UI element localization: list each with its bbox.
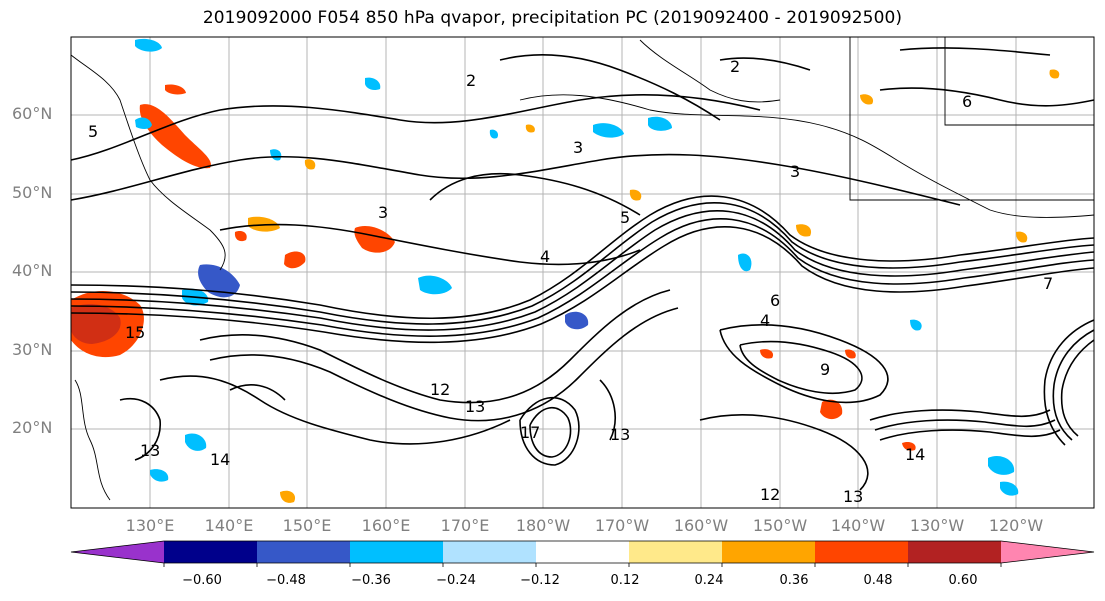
colorbar: [70, 540, 1095, 567]
contour-label: 5: [88, 122, 98, 141]
colorbar-tick-label: −0.12: [520, 573, 560, 588]
contour-label: 13: [465, 397, 485, 416]
map-title: 2019092000 F054 850 hPa qvapor, precipit…: [202, 8, 903, 28]
lon-label-170w: 170°W: [594, 516, 650, 535]
colorbar-segment: [722, 541, 816, 563]
contour-label: 9: [820, 360, 830, 379]
contour-label: 3: [378, 203, 388, 222]
contour-label: 12: [430, 380, 450, 399]
contour-label: 6: [770, 291, 780, 310]
gridlines: [71, 37, 1094, 508]
colorbar-tick-label: 0.60: [948, 573, 978, 588]
colorbar-segment: [815, 541, 909, 563]
colorbar-tick-label: 0.12: [610, 573, 640, 588]
colorbar-tick-label: −0.60: [182, 573, 222, 588]
lon-label-130e: 130°E: [125, 516, 175, 535]
colorbar-tick-label: −0.48: [266, 573, 306, 588]
contour-labels: 2 2 3 3 3 4 4 5 5 6 6 7 9 12 12 13 13 13 13 14 14 15 17: [88, 57, 1053, 506]
contour-label: 2: [466, 71, 476, 90]
colorbar-segment: [629, 541, 723, 563]
contour-label: 17: [520, 423, 540, 442]
lon-label-150w: 150°W: [752, 516, 808, 535]
colorbar-segment: [1001, 541, 1094, 563]
contour-label: 14: [905, 445, 925, 464]
contour-label: 13: [610, 425, 630, 444]
colorbar-segment: [536, 541, 630, 563]
coastlines: [70, 37, 1095, 501]
lat-label-60n: 60°N: [12, 104, 53, 123]
contour-label: 15: [125, 323, 145, 342]
lon-label-140w: 140°W: [830, 516, 886, 535]
contour-label: 13: [843, 487, 863, 506]
colorbar-tick-label: 0.24: [694, 573, 724, 588]
contour-label: 3: [790, 162, 800, 181]
map-frame: [70, 36, 1095, 509]
lon-label-120w: 120°W: [988, 516, 1044, 535]
lon-label-150e: 150°E: [282, 516, 332, 535]
colorbar-segment: [164, 541, 258, 563]
contour-label: 2: [730, 57, 740, 76]
colorbar-segment: [908, 541, 1002, 563]
lon-label-160w: 160°W: [673, 516, 729, 535]
lon-label-160e: 160°E: [361, 516, 411, 535]
colorbar-tick-label: −0.36: [351, 573, 391, 588]
contour-label: 4: [540, 247, 550, 266]
colorbar-segment: [71, 541, 164, 563]
colorbar-tick-label: 0.48: [863, 573, 893, 588]
contour-label: 6: [962, 92, 972, 111]
colorbar-segment: [443, 541, 537, 563]
colorbar-segment: [257, 541, 351, 563]
lat-label-40n: 40°N: [12, 261, 53, 280]
lon-label-180w: 180°W: [515, 516, 571, 535]
lon-label-130w: 130°W: [909, 516, 965, 535]
contour-label: 13: [140, 441, 160, 460]
contour-label: 4: [760, 311, 770, 330]
lon-label-140e: 140°E: [204, 516, 254, 535]
colorbar-segment: [350, 541, 444, 563]
contour-label: 12: [760, 485, 780, 504]
contour-label: 14: [210, 450, 230, 469]
colorbar-tick-label: −0.24: [436, 573, 476, 588]
lon-label-170e: 170°E: [440, 516, 490, 535]
lat-label-20n: 20°N: [12, 418, 53, 437]
colorbar-tick-label: 0.36: [779, 573, 809, 588]
precipitation-shading: [71, 38, 1060, 503]
lat-label-50n: 50°N: [12, 183, 53, 202]
qvapor-contours: [70, 47, 1095, 491]
contour-label: 7: [1043, 274, 1053, 293]
contour-label: 3: [573, 138, 583, 157]
lat-label-30n: 30°N: [12, 340, 53, 359]
contour-label: 5: [620, 208, 630, 227]
